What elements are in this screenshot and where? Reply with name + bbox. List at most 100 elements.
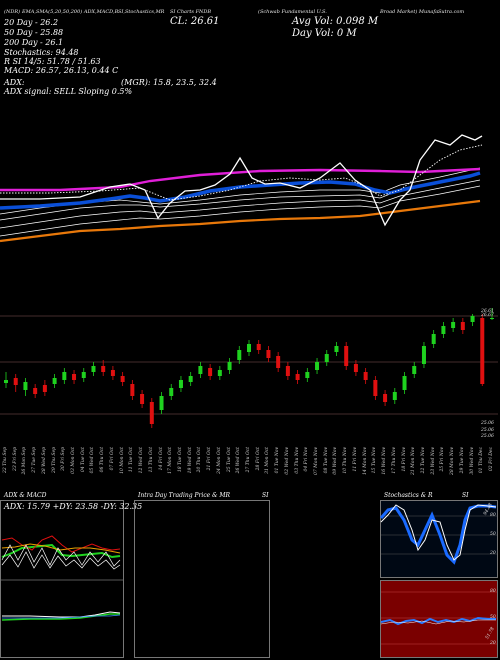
adx-line-white-2 — [1, 551, 121, 570]
price-label-top-b: 26.67 — [481, 313, 494, 318]
stoch-panel-title: Stochastics & R — [384, 492, 433, 499]
candle-body — [421, 346, 426, 364]
candle-body — [460, 322, 465, 330]
candle-body — [101, 366, 106, 372]
candle-body — [353, 364, 358, 372]
intraday-panel-si: SI — [262, 492, 269, 499]
intraday-panel-title: Intra Day Trading Price & MR — [138, 492, 231, 499]
candle-body — [412, 366, 417, 374]
candle-body — [198, 366, 203, 374]
candle-body — [120, 376, 125, 382]
candle-body — [266, 350, 271, 358]
candle-body — [140, 394, 145, 404]
candle-body — [490, 318, 494, 319]
candle-body — [227, 362, 232, 370]
adx-signal: ADX signal: SELL Sloping 0.5% — [4, 87, 133, 96]
header-name: (Schwab Fundamental U.S. — [258, 9, 327, 15]
candle-body — [402, 376, 407, 390]
price-label-bottom-c: 25.06 — [481, 434, 494, 439]
candle-body — [110, 370, 115, 376]
candle-body — [13, 378, 18, 385]
stoch-50-label: 50 — [490, 532, 496, 537]
price-label-bottom-b: 25.06 — [481, 428, 494, 433]
ema50-label: 50 Day - 25.88 — [4, 28, 64, 37]
rsi-line-white — [380, 619, 496, 625]
stoch-line-white — [380, 504, 497, 561]
candles-group — [4, 308, 494, 428]
candle-body — [62, 372, 67, 380]
adx-values: (MGR): 15.8, 23.5, 32.4 — [121, 78, 217, 87]
header-ndr: (NDR) — [4, 9, 21, 15]
candle-body — [208, 368, 213, 376]
candle-body — [470, 316, 475, 322]
stoch-label: Stochastics: 94.48 — [4, 48, 79, 57]
adx-label: ADX: — [4, 78, 25, 87]
candle-body — [324, 354, 329, 362]
ema200-label: 200 Day - 26.1 — [4, 38, 64, 47]
candle-body — [178, 380, 183, 388]
candle-body — [42, 385, 47, 392]
candle-body — [451, 322, 456, 328]
candle-body — [305, 372, 310, 378]
ema20-label: 20 Day - 26.2 — [4, 18, 59, 27]
adx-values-label: ADX: 15.79 +DY: 23.58 -DY: 32.35 — [4, 502, 143, 511]
candle-body — [91, 366, 96, 372]
header-site: Sutra.com — [438, 9, 465, 15]
rsi-line-blue — [380, 616, 496, 626]
macd-line-green — [1, 613, 120, 621]
header-name-2: Broad Market) Munafa — [380, 9, 439, 15]
candle-body — [188, 376, 193, 382]
sma-line-1 — [0, 185, 481, 237]
macd-label: MACD: 26.57, 26.13, 0.44 C — [4, 66, 119, 75]
header-symbol: SI Charts FNDB — [170, 9, 212, 15]
stoch-line-blue — [379, 504, 497, 565]
adx-line-green — [1, 543, 121, 559]
candle-body — [441, 326, 446, 334]
candle-body — [276, 356, 281, 368]
header-indicators: EMA,SMA(5,20,50,200) ADX,MACD,B — [22, 9, 119, 15]
adx-panel — [0, 500, 124, 658]
adx-line-white — [1, 544, 121, 567]
candle-body — [256, 344, 261, 350]
stoch-panel-si: SI — [462, 492, 469, 499]
ema200-line — [0, 199, 481, 243]
pink-line — [0, 167, 481, 192]
candle-body — [33, 388, 38, 394]
candle-body — [334, 346, 339, 352]
stoch-20-label: 20 — [490, 551, 496, 556]
candle-body — [169, 388, 174, 396]
intraday-panel — [134, 500, 270, 658]
candle-body — [52, 378, 57, 384]
dotted-line — [0, 144, 483, 201]
rsi-80-label: 80 — [490, 589, 496, 594]
price-label-bottom-a: 25.06 — [481, 421, 494, 426]
candle-body — [159, 396, 164, 410]
candle-body — [247, 344, 251, 352]
candle-body — [81, 372, 86, 378]
rsi-50-label: 50 — [490, 615, 496, 620]
candle-body — [480, 318, 485, 384]
candle-body — [431, 334, 436, 344]
adx-panel-title: ADX & MACD — [4, 492, 47, 499]
close-label: CL: 26.61 — [170, 16, 220, 27]
candle-body — [217, 370, 222, 376]
candle-body — [285, 366, 290, 376]
candle-body — [72, 374, 77, 380]
candle-body — [344, 346, 349, 366]
macd-line-blue — [2, 614, 121, 619]
candle-body — [392, 392, 397, 400]
candle-body — [363, 372, 368, 380]
day-vol-label: Day Vol: 0 M — [292, 28, 357, 39]
candle-body — [295, 374, 300, 380]
candle-body — [315, 362, 320, 370]
candle-body — [4, 380, 8, 383]
rsi-label: R SI 14/5: 51.78 / 51.63 — [4, 57, 101, 66]
price-label-top-a: 26.61 — [481, 309, 494, 314]
ema20-line — [0, 134, 483, 227]
candle-body — [149, 402, 154, 424]
avg-vol-label: Avg Vol: 0.098 M — [292, 16, 379, 27]
candle-body — [373, 380, 378, 396]
candlestick-chart — [0, 308, 498, 428]
